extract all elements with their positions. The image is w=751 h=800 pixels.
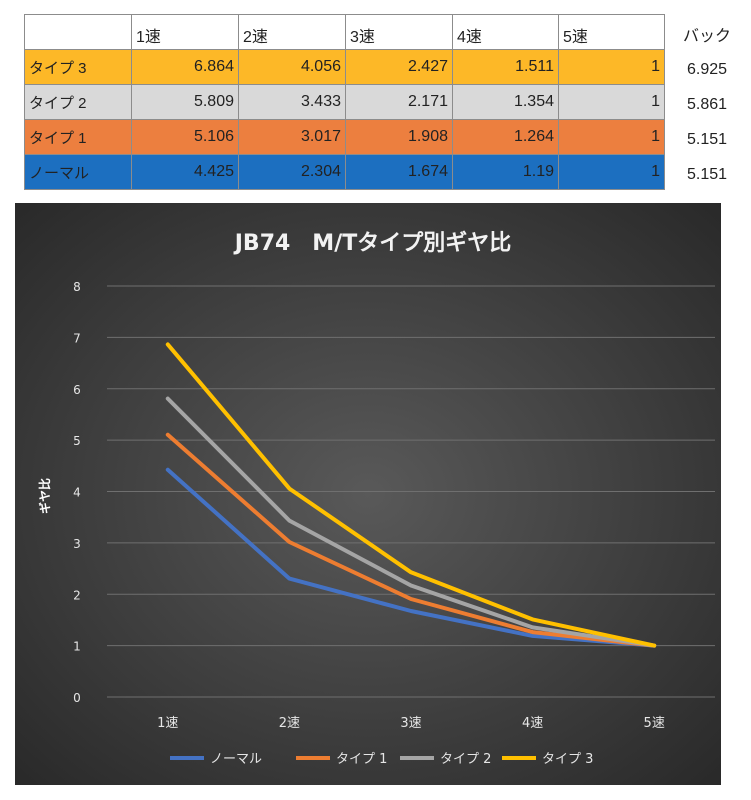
reverse-value: 5.151 (686, 166, 728, 183)
series-line (165, 467, 657, 648)
legend: ノーマル タイプ 1 タイプ 2 タイプ 3 (170, 752, 593, 767)
row-name-cell: ノーマル (24, 154, 132, 190)
value-cell: 1.511 (452, 49, 559, 85)
value-cell: 1.19 (452, 154, 559, 190)
row-name-cell: タイプ 1 (24, 119, 132, 155)
value-cell: 1 (558, 119, 665, 155)
value-cell: 2.171 (345, 84, 453, 120)
header-cell: 3速 (345, 14, 453, 50)
row-name-cell: タイプ 3 (24, 49, 132, 85)
value-cell: 1 (558, 84, 665, 120)
gear-ratio-chart: JB74 M/Tタイプ別ギヤ比 ギヤ比 0 1 2 3 4 5 6 7 8 1速 2速 3速 4速 5速… (15, 203, 721, 785)
x-tick-labels: 1速 2速 3速 4速 5速 (157, 716, 665, 731)
value-cell: 1.354 (452, 84, 559, 120)
legend-label: タイプ 3 (542, 752, 593, 767)
header-cell: 5速 (558, 14, 665, 50)
table-grid: 1速 2速 3速 4速 5速 タイプ 3 6.864 4.056 2.427 1… (24, 14, 665, 190)
y-tick-labels: 0 1 2 3 4 5 6 7 8 (73, 280, 81, 705)
chart-background (15, 203, 721, 785)
header-cell: 4速 (452, 14, 559, 50)
table-header-row: 1速 2速 3速 4速 5速 (24, 14, 665, 50)
y-tick-label: 8 (73, 280, 81, 294)
table-row: タイプ 3 6.864 4.056 2.427 1.511 1 (24, 49, 665, 85)
value-cell: 4.056 (238, 49, 346, 85)
y-tick-label: 0 (73, 691, 81, 705)
y-tick-label: 7 (73, 331, 81, 345)
legend-label: ノーマル (210, 752, 262, 767)
series-line (165, 396, 657, 648)
reverse-value: 5.151 (686, 131, 728, 148)
header-cell: 2速 (238, 14, 346, 50)
series-lines (165, 342, 657, 648)
value-cell: 2.304 (238, 154, 346, 190)
value-cell: 5.809 (131, 84, 239, 120)
x-tick-label: 5速 (644, 716, 665, 731)
value-cell: 2.427 (345, 49, 453, 85)
reverse-header: バック (682, 28, 731, 45)
legend-label: タイプ 1 (336, 752, 387, 767)
value-cell: 5.106 (131, 119, 239, 155)
y-tick-label: 5 (73, 434, 81, 448)
value-cell: 1.908 (345, 119, 453, 155)
reverse-value: 6.925 (686, 61, 728, 78)
header-cell (24, 14, 132, 50)
value-cell: 3.017 (238, 119, 346, 155)
value-cell: 1 (558, 154, 665, 190)
x-tick-label: 1速 (157, 716, 178, 731)
value-cell: 3.433 (238, 84, 346, 120)
y-tick-label: 6 (73, 383, 81, 397)
y-axis-label: ギヤ比 (37, 478, 52, 514)
table-row: タイプ 1 5.106 3.017 1.908 1.264 1 (24, 119, 665, 155)
table-row: ノーマル 4.425 2.304 1.674 1.19 1 (24, 154, 665, 190)
value-cell: 1.674 (345, 154, 453, 190)
table-row: タイプ 2 5.809 3.433 2.171 1.354 1 (24, 84, 665, 120)
value-cell: 1.264 (452, 119, 559, 155)
row-name-cell: タイプ 2 (24, 84, 132, 120)
chart-title: JB74 M/Tタイプ別ギヤ比 (233, 231, 512, 256)
x-tick-label: 4速 (522, 716, 543, 731)
y-tick-label: 3 (73, 537, 81, 551)
y-tick-label: 1 (73, 640, 81, 654)
y-tick-label: 2 (73, 588, 81, 602)
series-line (165, 342, 657, 648)
y-tick-label: 4 (73, 486, 81, 500)
x-tick-label: 3速 (400, 716, 421, 731)
gear-ratio-table: 1速 2速 3速 4速 5速 タイプ 3 6.864 4.056 2.427 1… (24, 14, 688, 190)
value-cell: 1 (558, 49, 665, 85)
reverse-value: 5.861 (686, 96, 728, 113)
value-cell: 6.864 (131, 49, 239, 85)
x-tick-label: 2速 (279, 716, 300, 731)
value-cell: 4.425 (131, 154, 239, 190)
series-line (165, 432, 657, 648)
legend-label: タイプ 2 (440, 752, 491, 767)
header-cell: 1速 (131, 14, 239, 50)
